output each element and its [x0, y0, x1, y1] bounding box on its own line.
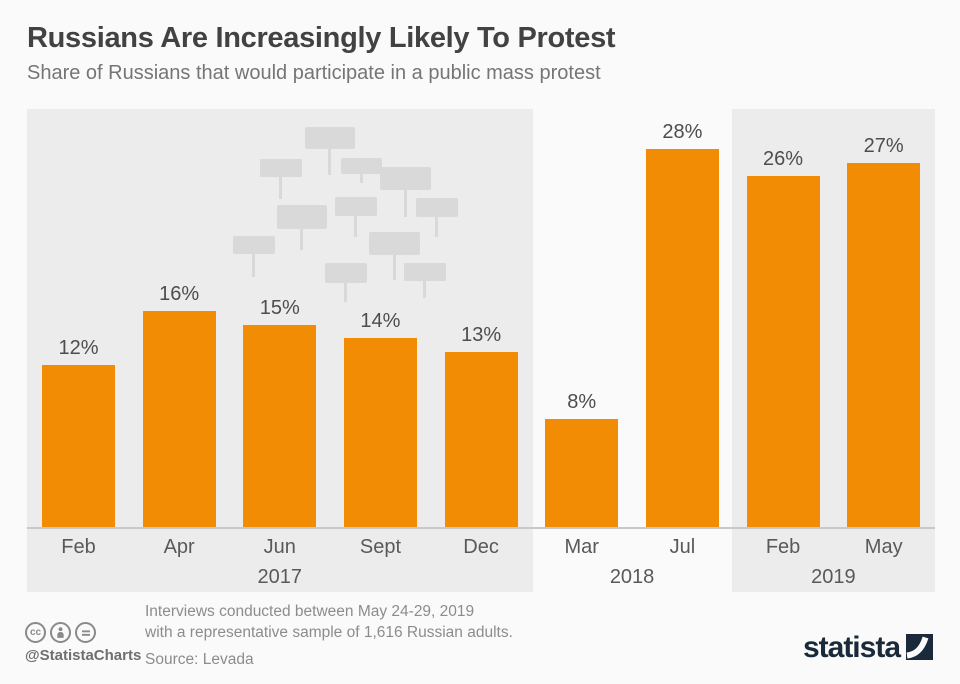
value-label: 26% [763, 148, 804, 170]
x-tick-label: Sept [359, 536, 402, 558]
statista-wordmark: statista [802, 631, 901, 664]
license-icons: cc [25, 622, 141, 643]
value-label: 12% [58, 337, 99, 359]
bar-2018-Mar [545, 419, 619, 527]
year-label: 2019 [811, 566, 856, 588]
x-tick-label: Mar [564, 536, 599, 558]
protest-sign-icon [305, 127, 355, 175]
year-label: 2017 [257, 566, 303, 588]
bar-2019-May [847, 162, 921, 527]
year-label: 2018 [609, 566, 655, 588]
value-label: 14% [360, 310, 401, 332]
value-label: 13% [461, 323, 502, 346]
page-title: Russians Are Increasingly Likely To Prot… [27, 22, 616, 54]
bar-2017-Dec [444, 351, 518, 527]
statista-charts-handle: @StatistaCharts [25, 647, 142, 664]
x-tick-label: May [864, 536, 903, 558]
page-subtitle: Share of Russians that would participate… [27, 62, 601, 84]
protest-sign-icon [260, 159, 302, 199]
note-line-1: Interviews conducted between May 24-29, … [145, 603, 475, 620]
protest-sign-icon [233, 236, 275, 277]
source-note: Interviews conducted between May 24-29, … [145, 601, 513, 670]
bar-2018-Jul [645, 149, 719, 527]
x-axis-line [27, 527, 936, 529]
cc-icon: cc [25, 622, 46, 643]
bar-2017-Jun [243, 324, 317, 527]
bar-2017-Feb [42, 365, 115, 527]
license-block: cc @StatistaCharts [25, 622, 141, 664]
value-label: 8% [567, 391, 597, 413]
statista-logo: statista [802, 631, 933, 664]
x-tick-label: Apr [163, 536, 195, 558]
value-label: 27% [863, 134, 904, 157]
note-line-2: with a representative sample of 1,616 Ru… [145, 624, 513, 641]
protest-sign-icon [380, 167, 431, 217]
bar-2017-Sept [343, 338, 417, 527]
x-tick-label: Jul [669, 536, 696, 558]
attribution-icon [50, 622, 71, 643]
protest-sign-icon [369, 232, 420, 280]
nd-icon [75, 622, 96, 643]
protest-sign-icon [416, 198, 458, 237]
x-tick-label: Feb [61, 536, 96, 558]
bar-2019-Feb [746, 176, 820, 527]
value-label: 15% [259, 296, 300, 319]
x-tick-label: Feb [765, 536, 801, 558]
protest-sign-icon [277, 205, 327, 250]
protest-sign-icon [341, 158, 382, 183]
chart-footer: cc @StatistaCharts Interviews conducted … [0, 596, 960, 684]
source-line: Source: Levada [145, 651, 254, 668]
x-tick-label: Dec [463, 536, 499, 558]
protest-sign-icon [335, 197, 377, 237]
bar-2017-Apr [142, 311, 216, 527]
x-tick-label: Jun [263, 536, 296, 558]
protest-sign-icon [325, 263, 367, 302]
protest-sign-icon [404, 263, 446, 298]
value-label: 28% [662, 121, 703, 143]
value-label: 16% [159, 283, 200, 305]
statista-logo-icon [906, 634, 933, 660]
